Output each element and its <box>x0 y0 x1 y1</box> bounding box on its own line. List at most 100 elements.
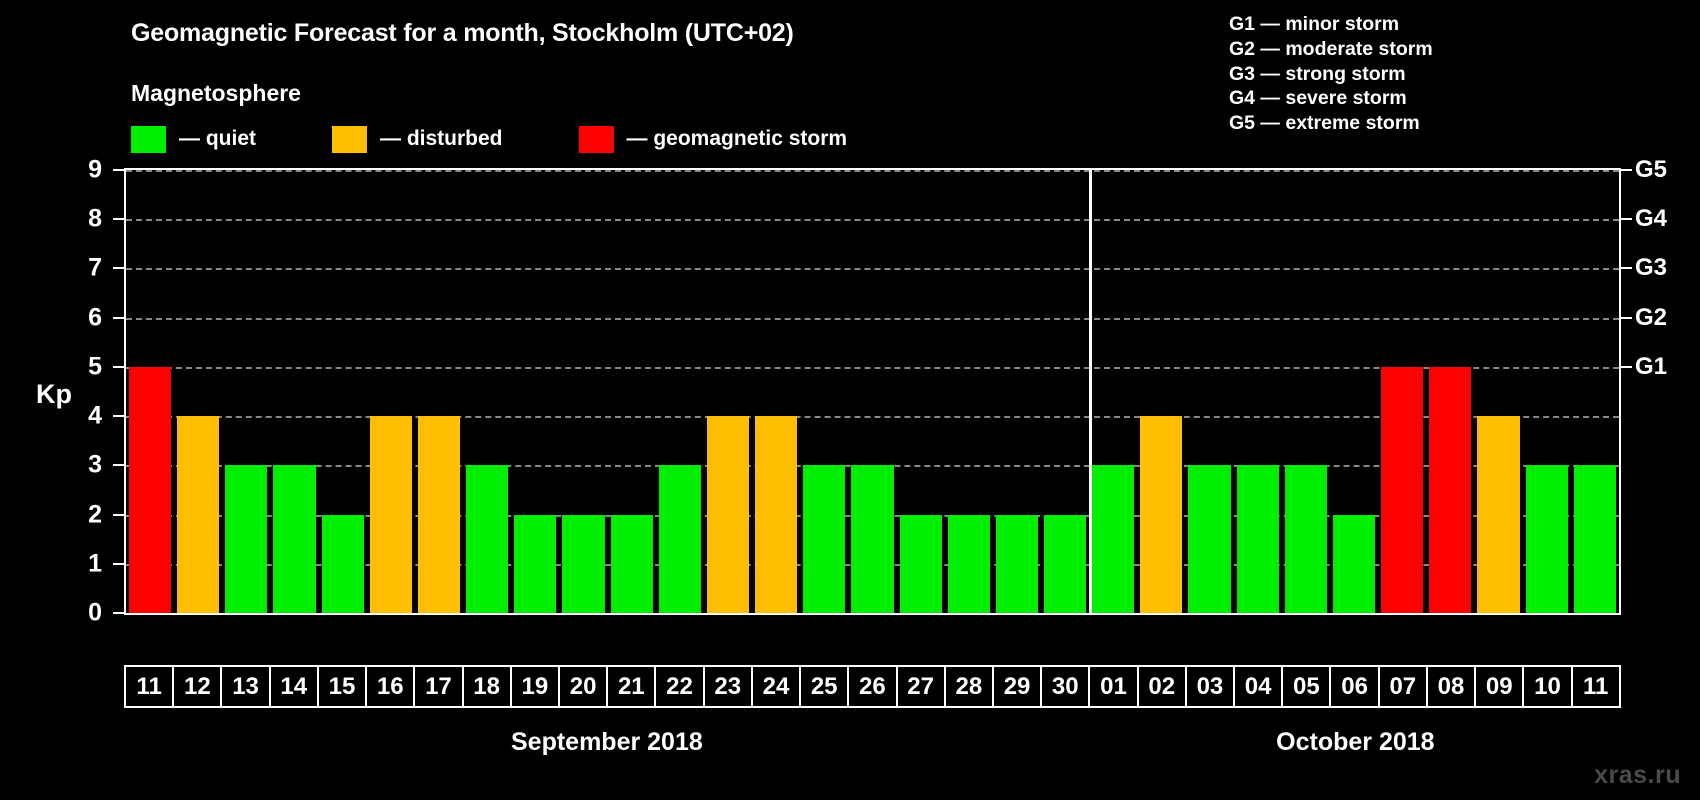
date-box-17[interactable]: 17 <box>413 665 464 708</box>
gridline-kp-5 <box>126 366 1619 369</box>
bar-cell[interactable] <box>559 170 607 613</box>
bar-12[interactable] <box>177 416 220 613</box>
date-box-10[interactable]: 10 <box>1522 665 1573 708</box>
bar-cell[interactable] <box>1378 170 1426 613</box>
bar-cell[interactable] <box>1185 170 1233 613</box>
bar-cell[interactable] <box>1571 170 1619 613</box>
bar-02[interactable] <box>1140 416 1183 613</box>
bar-cell[interactable] <box>1523 170 1571 613</box>
date-box-01[interactable]: 01 <box>1088 665 1139 708</box>
g-tick-mark-G1 <box>1621 365 1632 368</box>
bar-cell[interactable] <box>1282 170 1330 613</box>
bar-23[interactable] <box>706 416 750 613</box>
gridline-kp-7 <box>126 268 1619 271</box>
bar-14[interactable] <box>273 465 316 613</box>
date-box-15[interactable]: 15 <box>316 665 368 708</box>
bar-10[interactable] <box>1525 465 1568 613</box>
bar-cell[interactable] <box>367 170 415 613</box>
date-box-08[interactable]: 08 <box>1425 665 1477 708</box>
date-box-23[interactable]: 23 <box>702 665 753 708</box>
bar-cell[interactable] <box>1089 170 1137 613</box>
bar-cell[interactable] <box>897 170 945 613</box>
bar-17[interactable] <box>417 416 461 613</box>
bar-cell[interactable] <box>1234 170 1282 613</box>
bar-cell[interactable] <box>704 170 752 613</box>
date-box-13[interactable]: 13 <box>220 665 271 708</box>
bar-22[interactable] <box>658 465 701 613</box>
month-divider <box>1089 170 1093 613</box>
bar-05[interactable] <box>1284 465 1327 613</box>
bar-26[interactable] <box>851 465 894 613</box>
bar-cell[interactable] <box>1426 170 1474 613</box>
bar-03[interactable] <box>1188 465 1231 613</box>
date-box-16[interactable]: 16 <box>365 665 416 708</box>
bar-cell[interactable] <box>945 170 993 613</box>
bar-24[interactable] <box>755 416 798 613</box>
date-box-27[interactable]: 27 <box>895 665 946 708</box>
bar-18[interactable] <box>466 465 509 613</box>
bar-04[interactable] <box>1236 465 1279 613</box>
bar-27[interactable] <box>899 514 942 613</box>
y-tick-mark-0 <box>113 612 124 614</box>
date-box-14[interactable]: 14 <box>268 665 319 708</box>
date-box-24[interactable]: 24 <box>750 665 802 708</box>
bar-21[interactable] <box>610 514 653 613</box>
date-box-19[interactable]: 19 <box>509 665 560 708</box>
bar-cell[interactable] <box>848 170 896 613</box>
bar-cell[interactable] <box>126 170 174 613</box>
date-box-03[interactable]: 03 <box>1184 665 1236 708</box>
bar-19[interactable] <box>514 514 557 613</box>
bar-28[interactable] <box>947 514 990 613</box>
bar-cell[interactable] <box>222 170 270 613</box>
bar-cell[interactable] <box>1041 170 1089 613</box>
date-box-22[interactable]: 22 <box>654 665 705 708</box>
bar-30[interactable] <box>1043 514 1087 613</box>
date-box-20[interactable]: 20 <box>557 665 609 708</box>
bar-cell[interactable] <box>752 170 800 613</box>
bar-11[interactable] <box>1573 465 1616 613</box>
date-box-28[interactable]: 28 <box>943 665 994 708</box>
bar-cell[interactable] <box>1330 170 1378 613</box>
date-box-04[interactable]: 04 <box>1233 665 1284 708</box>
bar-20[interactable] <box>562 514 605 613</box>
bar-29[interactable] <box>995 514 1038 613</box>
date-box-12[interactable]: 12 <box>172 665 223 708</box>
date-box-30[interactable]: 30 <box>1040 665 1091 708</box>
date-box-07[interactable]: 07 <box>1377 665 1428 708</box>
bar-cell[interactable] <box>1137 170 1185 613</box>
date-box-21[interactable]: 21 <box>606 665 657 708</box>
bar-16[interactable] <box>369 416 412 613</box>
bar-13[interactable] <box>225 465 268 613</box>
date-box-06[interactable]: 06 <box>1329 665 1380 708</box>
bar-cell[interactable] <box>800 170 848 613</box>
bar-06[interactable] <box>1332 514 1376 613</box>
bar-11[interactable] <box>129 366 172 613</box>
bar-cell[interactable] <box>415 170 463 613</box>
date-box-11[interactable]: 11 <box>1570 665 1621 708</box>
bar-cell[interactable] <box>608 170 656 613</box>
y-tick-mark-2 <box>113 513 124 516</box>
bar-07[interactable] <box>1381 366 1424 613</box>
date-box-25[interactable]: 25 <box>799 665 850 708</box>
date-box-09[interactable]: 09 <box>1474 665 1525 708</box>
bar-cell[interactable] <box>319 170 367 613</box>
bar-15[interactable] <box>321 514 364 613</box>
date-box-26[interactable]: 26 <box>847 665 898 708</box>
date-box-02[interactable]: 02 <box>1136 665 1187 708</box>
bar-09[interactable] <box>1477 416 1520 613</box>
bar-cell[interactable] <box>993 170 1041 613</box>
bar-25[interactable] <box>803 465 846 613</box>
date-box-18[interactable]: 18 <box>461 665 512 708</box>
date-box-11[interactable]: 11 <box>124 665 175 708</box>
bar-cell[interactable] <box>511 170 559 613</box>
bar-cell[interactable] <box>463 170 511 613</box>
y-tick-mark-6 <box>113 316 124 319</box>
bar-cell[interactable] <box>1474 170 1522 613</box>
bar-cell[interactable] <box>174 170 222 613</box>
date-box-05[interactable]: 05 <box>1281 665 1332 708</box>
date-box-29[interactable]: 29 <box>991 665 1043 708</box>
bar-cell[interactable] <box>270 170 318 613</box>
bar-01[interactable] <box>1092 465 1135 613</box>
bar-08[interactable] <box>1429 366 1472 613</box>
bar-cell[interactable] <box>656 170 704 613</box>
